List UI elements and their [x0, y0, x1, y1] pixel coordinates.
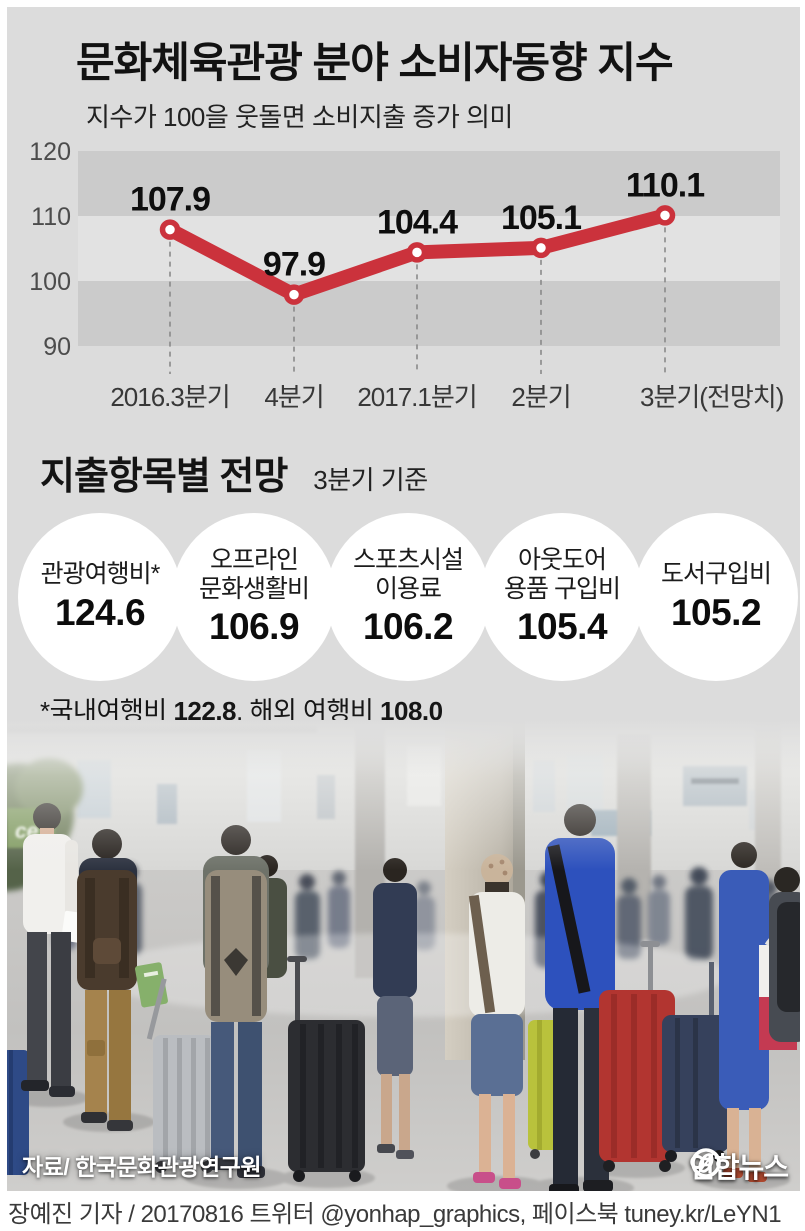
spending-item-3: 스포츠시설 이용료 106.2: [326, 513, 490, 681]
spending-item-label: 스포츠시설 이용료: [352, 546, 464, 603]
spending-item-5: 도서구입비 105.2: [634, 513, 798, 681]
black-suitcase: [287, 956, 365, 1182]
navy-suitcase: [662, 962, 729, 1162]
green-suitcase: [528, 1020, 560, 1159]
svg-text:105.1: 105.1: [501, 199, 581, 237]
svg-text:2분기: 2분기: [511, 382, 570, 412]
yonhap-logo: 연합뉴스: [689, 1146, 789, 1186]
svg-text:120: 120: [29, 138, 71, 166]
svg-text:100: 100: [29, 268, 71, 296]
spending-item-label: 오프라인 문화생활비: [198, 546, 310, 603]
airport-photo: ce: [7, 720, 800, 1191]
svg-text:104.4: 104.4: [377, 203, 458, 241]
page-title: 문화체육관광 분야 소비자동향 지수: [76, 39, 674, 86]
person-big-backpack: [203, 825, 269, 1178]
svg-text:97.9: 97.9: [263, 246, 325, 284]
spending-item-value: 105.4: [516, 606, 608, 647]
svg-text:4분기: 4분기: [264, 382, 323, 412]
svg-text:110.1: 110.1: [626, 166, 704, 204]
svg-text:90: 90: [43, 333, 71, 361]
person-right-edge: [769, 867, 800, 1042]
spending-item-value: 105.2: [670, 591, 762, 633]
spending-heading: 지출항목별 전망: [40, 456, 288, 498]
svg-text:110: 110: [31, 203, 71, 231]
spending-item-value: 124.6: [54, 591, 146, 633]
footer-byline: 장예진 기자 / 20170816 트위터 @yonhap_graphics, …: [8, 1200, 782, 1228]
spending-item-value: 106.9: [208, 606, 300, 647]
spending-item-label: 관광여행비*: [40, 560, 161, 589]
spending-item-value: 106.2: [362, 606, 454, 647]
gray-panel: 120 110 100 90 107.9 97.9 104.4 105.1 110.1 2016.…: [7, 7, 800, 1191]
spending-item-label: 아웃도어 용품 구입비: [504, 546, 621, 603]
airport-scene: ce: [7, 720, 800, 1191]
svg-text:107.9: 107.9: [130, 181, 210, 219]
spending-subheading: 3분기 기준: [313, 465, 428, 495]
consumer-trend-line-chart: 120 110 100 90 107.9 97.9 104.4 105.1 110.1 2016.…: [29, 138, 784, 412]
svg-text:2017.1분기: 2017.1분기: [357, 382, 476, 412]
yonhap-logo-icon: [691, 1148, 721, 1178]
person-navy-top: [373, 858, 417, 1159]
spending-section-header: 지출항목별 전망 3분기 기준: [40, 445, 428, 500]
svg-text:2016.3분기: 2016.3분기: [110, 382, 229, 412]
silver-suitcase: [146, 978, 215, 1173]
spending-item-2: 오프라인 문화생활비 106.9: [172, 513, 336, 681]
page-subtitle: 지수가 100을 웃돌면 소비지출 증가 의미: [86, 102, 513, 132]
svg-text:3분기(전망치): 3분기(전망치): [640, 382, 784, 412]
footer: 장예진 기자 / 20170816 트위터 @yonhap_graphics, …: [0, 1191, 805, 1231]
spending-item-4: 아웃도어 용품 구입비 105.4: [480, 513, 644, 681]
source-credit: 자료/ 한국문화관광연구원: [22, 1154, 262, 1180]
spending-item-label: 도서구입비: [660, 560, 772, 589]
spending-item-1: 관광여행비* 124.6: [18, 513, 182, 681]
red-suitcase: [599, 941, 675, 1172]
